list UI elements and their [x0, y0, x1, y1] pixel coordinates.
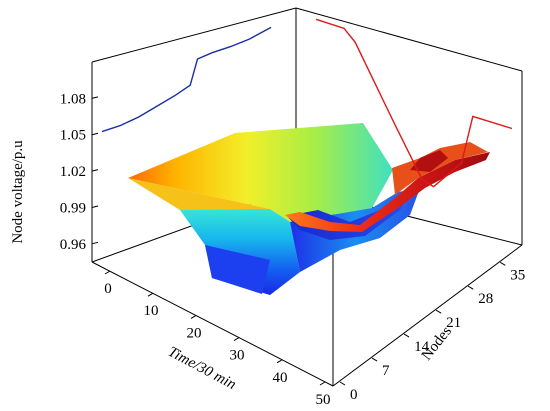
node-tick-label: 28 [478, 291, 493, 307]
node-tick-mark [403, 333, 410, 338]
time-tick-label: 40 [273, 370, 288, 386]
voltage-tick-label: 0.96 [60, 237, 87, 253]
node-tick-label: 0 [350, 387, 358, 403]
node-tick-mark [500, 261, 506, 266]
time-tick-label: 20 [187, 325, 202, 341]
time-projection-line [101, 26, 272, 133]
surface-plateau [128, 123, 393, 222]
time-tick-label: 10 [144, 303, 159, 319]
time-tick-mark [319, 381, 326, 386]
time-tick-mark [104, 270, 111, 275]
time-tick-label: 30 [230, 348, 245, 364]
node-tick-mark [435, 309, 442, 314]
voltage-surface [128, 123, 490, 295]
time-tick-mark [190, 314, 197, 319]
time-tick-mark [233, 337, 240, 342]
voltage-tick-label: 1.05 [60, 128, 86, 144]
voltage-tick-label: 0.99 [60, 200, 86, 216]
voltage-tick-label: 1.08 [60, 91, 86, 107]
x-axis-title: Time/30 min [165, 344, 238, 393]
voltage-tick-mark [91, 205, 99, 208]
node-tick-mark [467, 285, 474, 290]
voltage-tick-mark [91, 132, 99, 136]
node-tick-label: 21 [446, 315, 461, 331]
surface-drop-wall [180, 209, 300, 295]
voltage-tick-label: 1.02 [60, 164, 86, 180]
voltage-tick-mark [91, 169, 99, 172]
time-tick-label: 50 [316, 392, 331, 408]
z-axis-title: Node voltage/p.u [10, 140, 26, 244]
voltage-tick-mark [91, 241, 99, 245]
voltage-tick-mark [91, 96, 99, 99]
surface-drop-front [205, 245, 270, 294]
node-tick-label: 35 [510, 267, 525, 283]
node-tick-label: 7 [382, 363, 390, 379]
node-tick-label: 14 [414, 339, 430, 355]
time-tick-label: 0 [104, 281, 112, 297]
node-tick-mark [371, 357, 378, 362]
nodes-projection-line [315, 18, 513, 188]
time-tick-mark [276, 359, 283, 364]
axis-ticks: 0.96 0.99 1.02 1.05 1.08 0 10 20 30 40 50 0 7 14 21 28 3… [60, 91, 526, 408]
node-tick-mark [339, 381, 346, 386]
surface-rise-band [285, 152, 490, 232]
time-tick-mark [147, 292, 154, 297]
projection-lines [101, 18, 513, 188]
surface-ridge-cap [410, 150, 448, 172]
